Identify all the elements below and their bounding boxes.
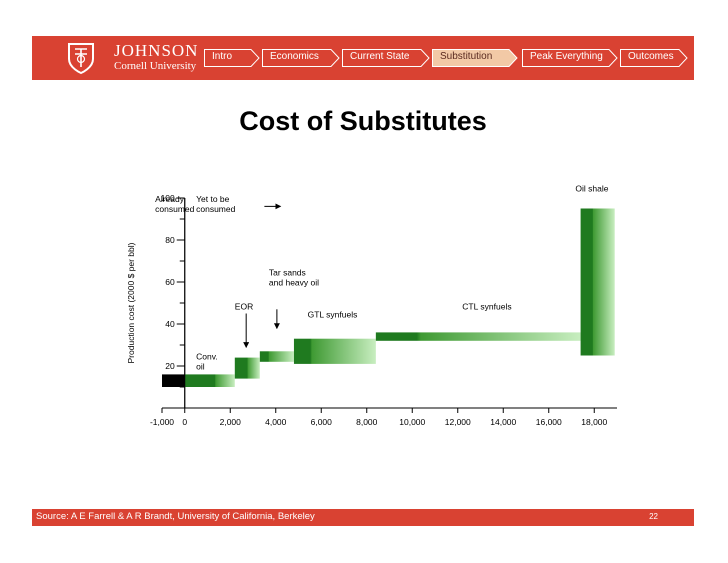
nav-item-label: Peak Everything: [530, 51, 603, 62]
nav-item-label: Outcomes: [628, 51, 674, 62]
annotation-label: Conv. oil: [196, 352, 218, 372]
slide: JOHNSON Cornell University Intro Economic…: [32, 36, 694, 526]
nav-item-label: Economics: [270, 51, 319, 62]
x-tick-label: -1,000: [150, 417, 174, 427]
nav-item-peak-everything[interactable]: Peak Everything: [522, 49, 618, 67]
x-tick-label: 12,000: [445, 417, 471, 427]
annotation-label: Yet to be consumed: [196, 194, 235, 214]
nav-item-current-state[interactable]: Current State: [342, 49, 430, 67]
x-tick-label: 6,000: [311, 417, 333, 427]
cornell-seal-icon: [68, 43, 94, 75]
y-tick-label: 100: [161, 193, 175, 203]
segment-bar: [293, 338, 376, 364]
segment-bar: [259, 351, 294, 362]
nav-item-label: Substitution: [440, 51, 493, 62]
annotation-label: GTL synfuels: [308, 310, 358, 320]
nav-item-outcomes[interactable]: Outcomes: [620, 49, 688, 67]
segment-bar: [162, 374, 185, 387]
y-tick-label: 40: [165, 319, 175, 329]
logo-name: JOHNSON: [114, 41, 199, 60]
nav-arrow-shape: [204, 49, 260, 67]
nav-item-label: Current State: [350, 51, 410, 62]
segment-bar: [580, 208, 615, 356]
nav-item-substitution[interactable]: Substitution: [432, 49, 518, 67]
x-tick-label: 0: [182, 417, 187, 427]
x-tick-label: 4,000: [265, 417, 287, 427]
nav-arrow-shape: [620, 49, 688, 67]
nav-item-intro[interactable]: Intro: [204, 49, 260, 67]
segment-bar: [375, 332, 581, 341]
y-tick-label: 60: [165, 277, 175, 287]
annotation-label: Oil shale: [575, 184, 608, 194]
header-bar: JOHNSON Cornell University Intro Economic…: [32, 36, 694, 80]
nav-arrow-shape: [522, 49, 618, 67]
footer-bar: Source: A E Farrell & A R Brandt, Univer…: [32, 509, 694, 526]
x-tick-label: 16,000: [536, 417, 562, 427]
nav-arrow-shape: [432, 49, 518, 67]
segment-bar: [234, 357, 260, 379]
nav-item-economics[interactable]: Economics: [262, 49, 340, 67]
annotation-label: Already consumed: [155, 194, 194, 214]
x-tick-label: 10,000: [399, 417, 425, 427]
logo-subtitle: Cornell University: [114, 60, 197, 72]
x-tick-label: 18,000: [581, 417, 607, 427]
source-note: Source: A E Farrell & A R Brandt, Univer…: [36, 511, 315, 522]
segment-bar: [184, 374, 235, 387]
y-tick-label: 20: [165, 361, 175, 371]
nav-arrow-shape: [262, 49, 340, 67]
nav-arrow-shape: [342, 49, 430, 67]
x-tick-label: 14,000: [490, 417, 516, 427]
y-axis-label: Production cost (2000 $ per bbl): [126, 242, 136, 363]
annotation-label: CTL synfuels: [462, 301, 511, 311]
nav-item-label: Intro: [212, 51, 233, 62]
cost-chart: 20 40 60 80 100 -1,000 0 2,000 4,000 6,000 8,000 10…: [126, 184, 617, 427]
annotation-label: Tar sands and heavy oil: [269, 268, 319, 288]
logo[interactable]: JOHNSON Cornell University: [114, 42, 198, 73]
x-tick-label: 2,000: [220, 417, 242, 427]
y-tick-label: 80: [165, 235, 175, 245]
page-title: Cost of Substitutes: [239, 106, 487, 136]
annotation-label: EOR: [235, 301, 253, 311]
x-tick-label: 8,000: [356, 417, 378, 427]
page-number: 22: [649, 512, 658, 521]
